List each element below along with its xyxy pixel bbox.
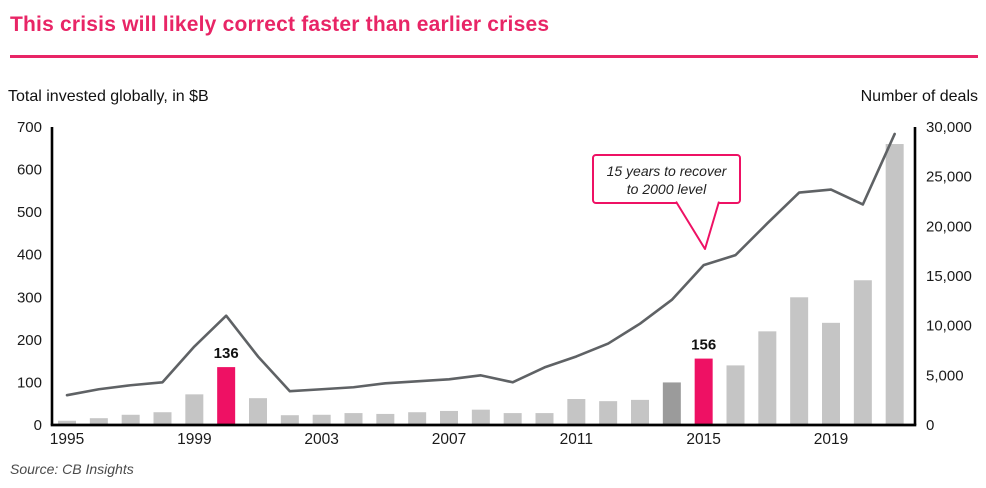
title-underline (10, 55, 978, 58)
invested-bar-2003 (312, 414, 331, 425)
right-tick-10000: 10,000 (926, 318, 972, 335)
annotation-box (592, 154, 741, 204)
left-tick-200: 200 (17, 332, 42, 349)
x-tick-1999: 1999 (177, 431, 211, 448)
invested-bar-1995 (58, 420, 76, 425)
left-tick-100: 100 (17, 374, 42, 391)
invested-bar-1999 (185, 394, 204, 425)
left-tick-700: 700 (17, 119, 42, 136)
left-tick-0: 0 (34, 417, 42, 434)
invested-bar-2002 (280, 415, 299, 425)
bar-value-label-2000: 136 (214, 345, 239, 362)
invested-bar-2015 (694, 358, 713, 425)
invested-bar-2012 (599, 401, 618, 425)
left-tick-300: 300 (17, 289, 42, 306)
invested-bar-2016 (726, 365, 745, 425)
left-tick-500: 500 (17, 204, 42, 221)
invested-bar-2001 (249, 398, 267, 425)
invested-bar-2014 (662, 382, 681, 425)
invested-bar-2018 (790, 297, 809, 425)
x-tick-1995: 1995 (50, 431, 84, 448)
invested-bar-1998 (153, 412, 172, 425)
x-tick-2007: 2007 (432, 431, 466, 448)
right-tick-0: 0 (926, 417, 934, 434)
invested-bar-2019 (822, 322, 840, 425)
invested-bar-2021 (885, 144, 904, 425)
invested-bar-2008 (471, 409, 490, 425)
invested-bar-2005 (376, 413, 395, 425)
right-tick-25000: 25,000 (926, 169, 972, 186)
source-note: Source: CB Insights (10, 461, 134, 477)
right-tick-5000: 5,000 (926, 367, 964, 384)
annotation-line1: 15 years to recover (607, 163, 728, 179)
invested-bar-2006 (408, 412, 427, 425)
bar-value-label-2015: 156 (691, 337, 716, 354)
deals-line (65, 132, 896, 397)
left-axis-title: Total invested globally, in $B (8, 88, 209, 105)
invested-bar-2004 (344, 413, 363, 425)
right-tick-30000: 30,000 (926, 119, 972, 136)
invested-bar-2017 (758, 331, 777, 425)
invested-bar-1997 (121, 414, 140, 425)
chart-title: This crisis will likely correct faster t… (10, 13, 550, 36)
invested-bar-2020 (853, 280, 872, 425)
invested-bar-2010 (535, 413, 554, 425)
x-tick-2003: 2003 (304, 431, 338, 448)
left-tick-600: 600 (17, 162, 42, 179)
invested-bar-2009 (503, 413, 522, 425)
x-tick-2019: 2019 (814, 431, 848, 448)
right-tick-20000: 20,000 (926, 218, 972, 235)
invested-bar-2007 (440, 410, 458, 425)
invested-bar-2011 (567, 399, 586, 425)
left-tick-400: 400 (17, 247, 42, 264)
x-tick-2015: 2015 (686, 431, 720, 448)
right-axis-title: Number of deals (860, 88, 978, 105)
annotation-pointer (675, 201, 720, 250)
annotation-line2: to 2000 level (627, 181, 707, 197)
right-tick-15000: 15,000 (926, 268, 972, 285)
invested-bar-2013 (631, 399, 649, 425)
invested-bar-1996 (89, 418, 108, 425)
x-tick-2011: 2011 (560, 431, 593, 448)
invested-bar-2000 (217, 367, 236, 425)
